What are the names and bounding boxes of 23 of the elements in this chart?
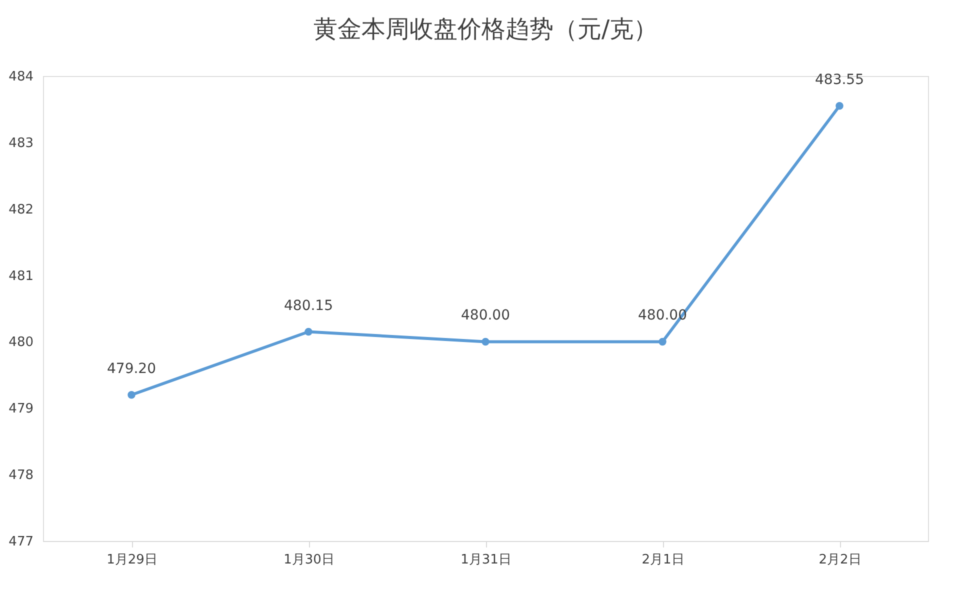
data-label: 480.00 (461, 308, 510, 324)
x-tick-label: 1月29日 (106, 552, 158, 568)
data-label: 483.55 (815, 72, 864, 88)
y-tick-label: 480 (8, 335, 34, 350)
y-tick-label: 484 (8, 70, 34, 84)
point (482, 338, 490, 346)
point (836, 102, 844, 110)
y-tick-label: 478 (8, 468, 34, 484)
y-tick-label: 477 (8, 534, 34, 550)
x-tick-label: 2月2日 (818, 552, 862, 568)
y-tick-label: 483 (8, 136, 34, 151)
data-label: 480.15 (284, 298, 333, 314)
y-tick-label: 479 (8, 402, 34, 417)
x-tick-label: 1月31日 (460, 552, 512, 568)
y-tick-label: 481 (8, 268, 34, 284)
point (304, 328, 312, 336)
point (128, 390, 136, 399)
x-tick-label: 2月1日 (642, 552, 684, 568)
chart-title: 黄金本周收盘价格趋势（元/克） (313, 15, 658, 43)
point (658, 338, 666, 346)
y-tick-label: 482 (8, 202, 34, 218)
x-tick-label: 1月30日 (284, 552, 334, 568)
data-label: 479.20 (107, 360, 156, 377)
